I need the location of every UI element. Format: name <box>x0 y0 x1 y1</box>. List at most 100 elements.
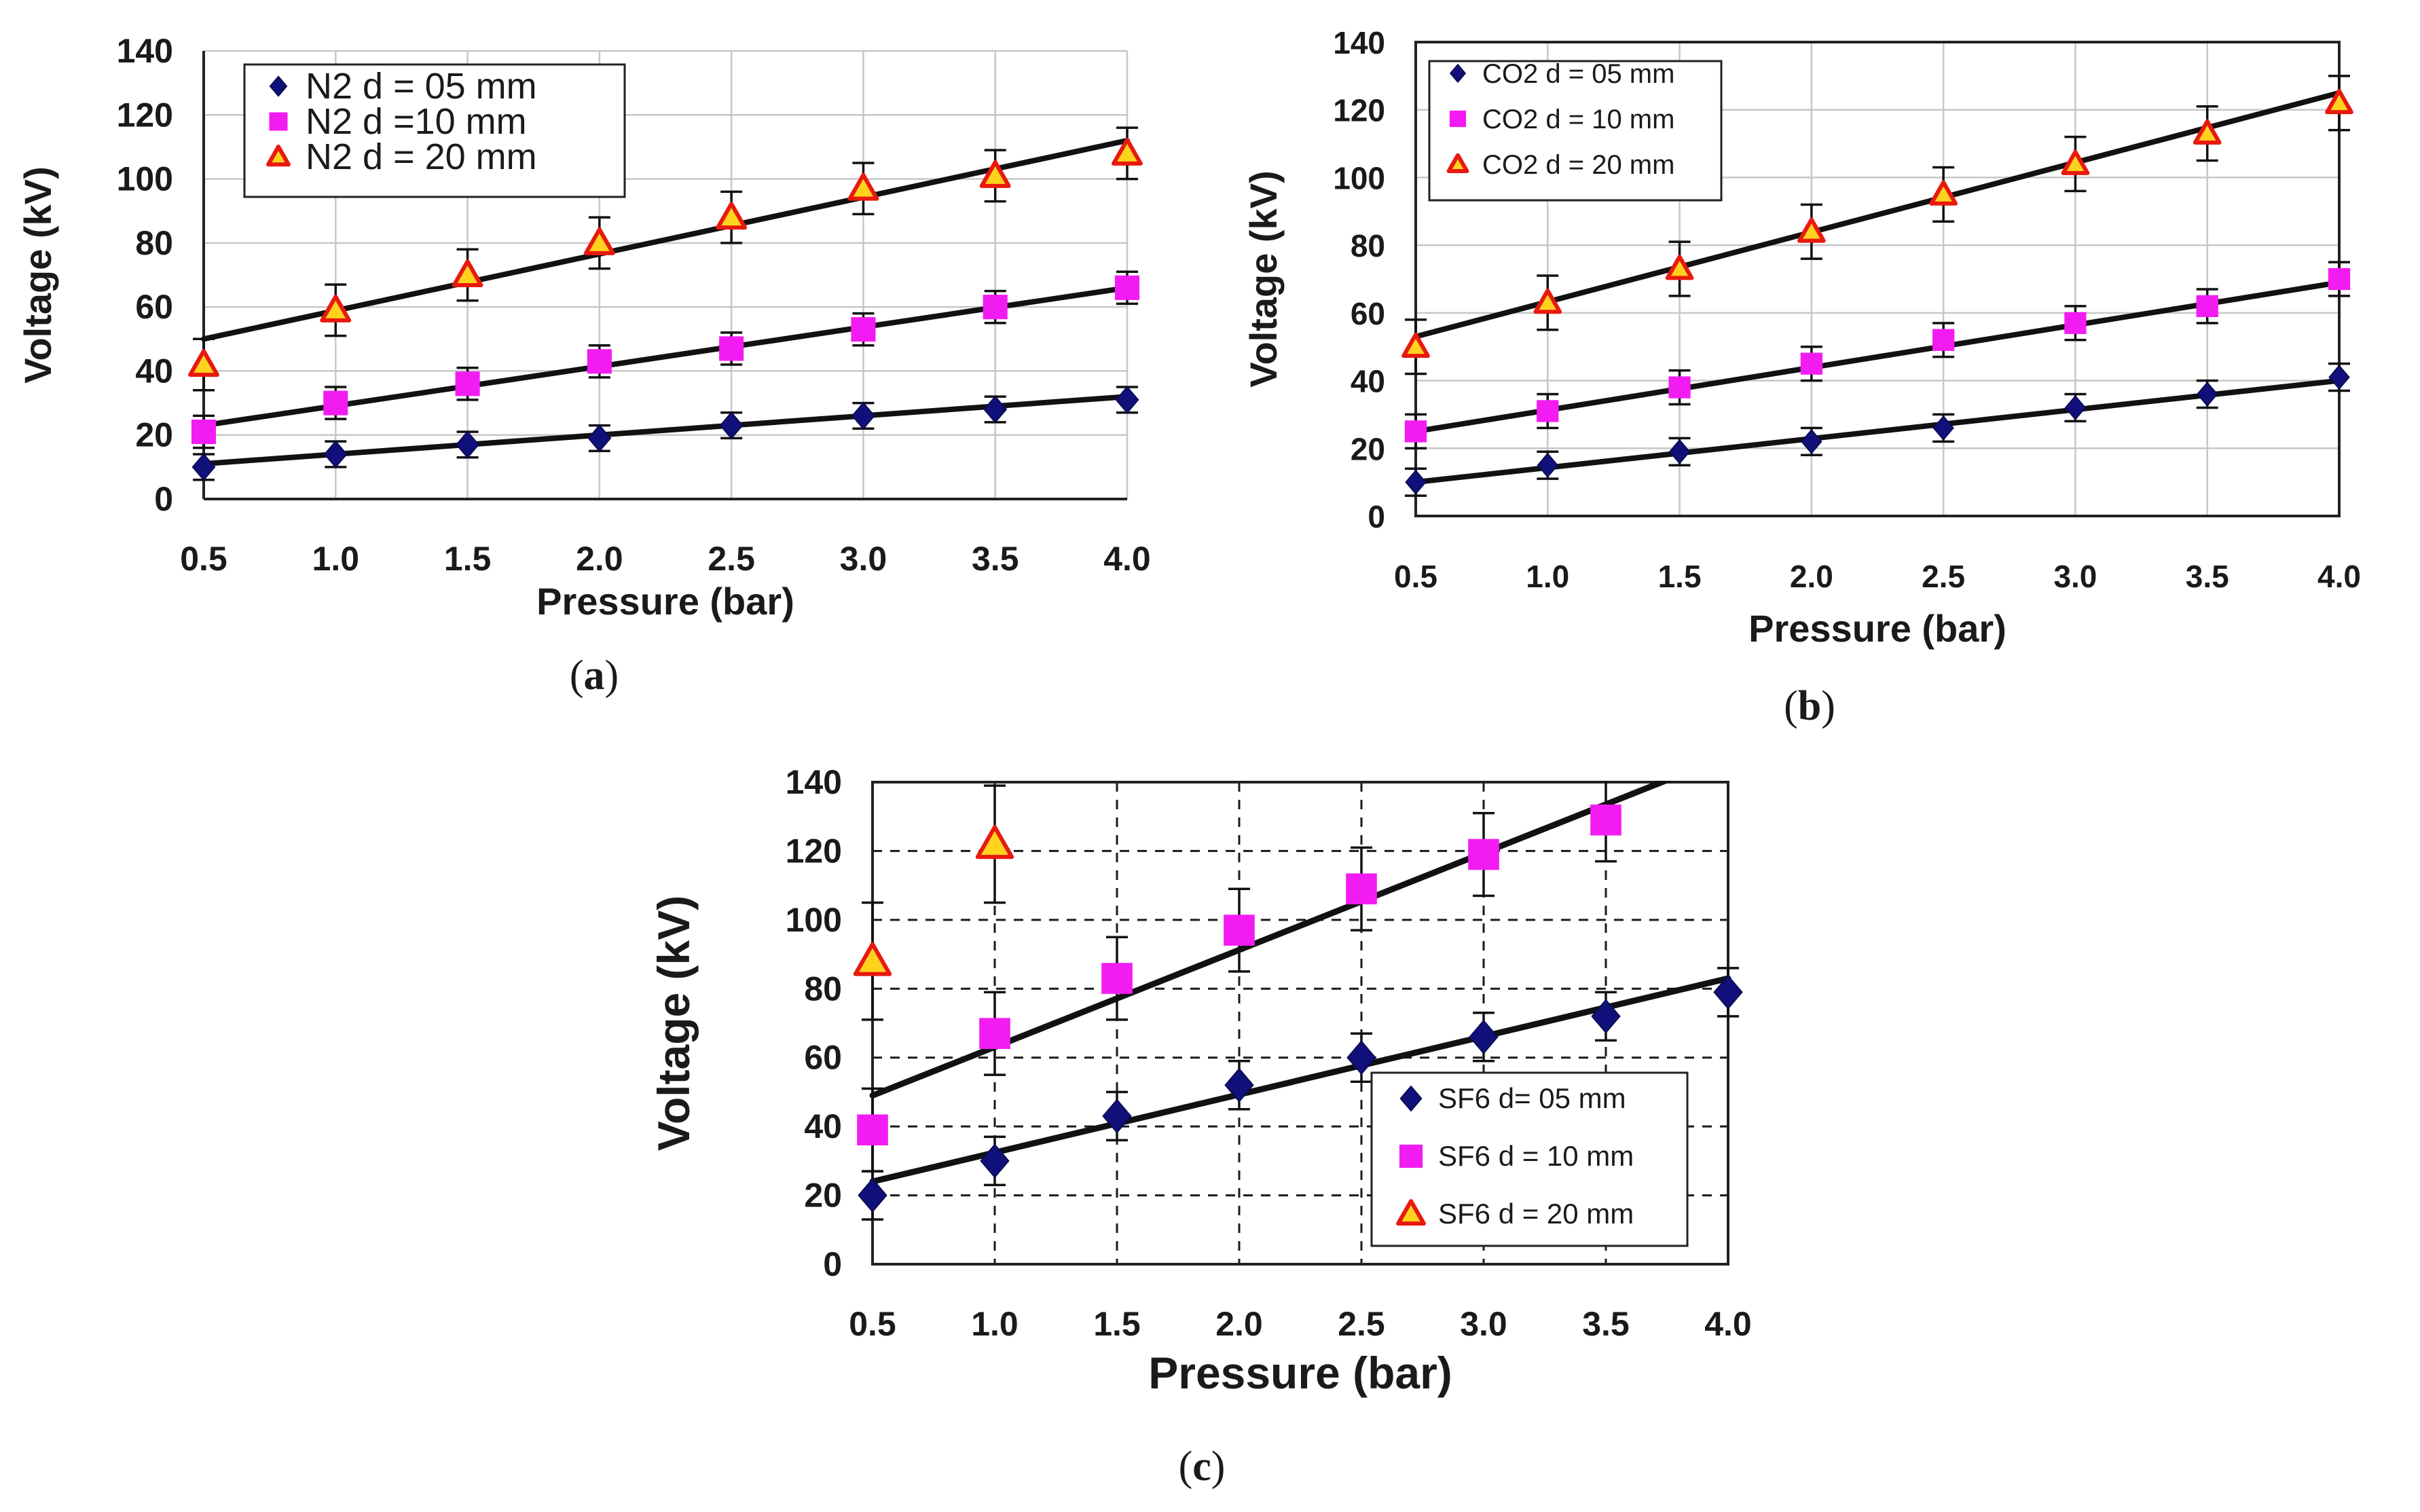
y-tick-label: 120 <box>117 96 173 134</box>
x-tick-label: 4.0 <box>1704 1305 1752 1343</box>
x-tick-label: 0.5 <box>1394 559 1437 594</box>
data-point <box>1114 275 1140 300</box>
x-tick-label: 3.5 <box>1582 1305 1630 1343</box>
x-tick-label: 2.5 <box>1922 559 1965 594</box>
data-point <box>323 390 348 416</box>
x-tick-label: 3.5 <box>2186 559 2229 594</box>
trend-line <box>1413 90 2342 339</box>
data-point <box>1713 974 1743 1010</box>
y-tick-label: 0 <box>1368 499 1385 534</box>
x-tick-label: 3.0 <box>2053 559 2097 594</box>
y-tick-label: 20 <box>135 416 173 454</box>
panel-label-paren-open: ( <box>570 652 584 699</box>
x-tick-label: 3.0 <box>840 540 887 578</box>
data-point <box>851 317 876 342</box>
y-axis-title: Voltage (kV) <box>648 896 699 1151</box>
data-point <box>2328 268 2351 291</box>
y-tick-label: 20 <box>1351 431 1385 466</box>
legend-entry: SF6 d = 10 mm <box>1438 1140 1634 1172</box>
data-point <box>1405 469 1427 495</box>
data-point <box>1668 376 1691 399</box>
data-point <box>1668 439 1691 464</box>
trend-line <box>869 975 1731 1185</box>
legend-marker <box>1399 1144 1423 1168</box>
x-tick-label: 2.5 <box>1338 1305 1385 1343</box>
data-point <box>1224 915 1255 946</box>
data-point <box>979 160 1011 188</box>
data-point <box>452 259 483 287</box>
data-point <box>979 1018 1010 1050</box>
data-point <box>1224 1067 1254 1103</box>
data-point <box>1932 415 1954 441</box>
y-tick-label: 40 <box>1351 364 1385 399</box>
x-tick-label: 2.0 <box>1790 559 1833 594</box>
y-tick-label: 40 <box>135 352 173 390</box>
data-point <box>2196 295 2218 318</box>
legend-entry: N2 d = 20 mm <box>306 136 537 177</box>
legend-entry: SF6 d= 05 mm <box>1438 1082 1626 1114</box>
x-tick-label: 4.0 <box>2317 559 2361 594</box>
data-point <box>851 401 875 430</box>
y-tick-label: 80 <box>1351 228 1385 263</box>
data-point <box>1468 838 1499 870</box>
data-point <box>1115 386 1139 414</box>
x-tick-label: 0.5 <box>849 1305 896 1343</box>
x-tick-label: 3.5 <box>972 540 1019 578</box>
data-point <box>1797 217 1826 243</box>
y-tick-label: 20 <box>804 1177 842 1215</box>
x-axis-title: Pressure (bar) <box>536 580 794 623</box>
legend-box <box>1370 1071 1689 1247</box>
legend: SF6 d= 05 mm SF6 d = 10 mm SF6 d = 20 mm <box>1370 1071 1689 1247</box>
trend-line <box>201 394 1130 467</box>
y-tick-label: 140 <box>786 763 842 801</box>
y-tick-label: 140 <box>1333 25 1385 60</box>
legend-marker <box>1449 110 1467 128</box>
y-tick-label: 80 <box>135 224 173 262</box>
data-point <box>719 336 744 361</box>
data-point <box>1112 137 1143 166</box>
panel-label-paren-close: ) <box>1211 1443 1226 1490</box>
data-point <box>1932 329 1955 351</box>
data-point <box>1102 1099 1132 1134</box>
y-axis-title: Voltage (kV) <box>16 166 59 383</box>
chart-panel-c: 0 20 40 60 80 100 120 140 0.5 1.0 1.5 2.0 2.5 3.0 3.5 4… <box>648 763 1752 1490</box>
data-point <box>853 942 892 976</box>
data-point <box>1469 1019 1499 1054</box>
panel-label-letter: c <box>1192 1443 1211 1490</box>
data-point <box>191 419 217 445</box>
data-point <box>323 440 348 468</box>
x-tick-label: 1.5 <box>1658 559 1702 594</box>
y-tick-label: 100 <box>117 160 173 198</box>
data-point <box>2064 312 2087 334</box>
x-tick-label: 1.0 <box>312 540 360 578</box>
legend-marker <box>1396 1199 1426 1226</box>
y-tick-label: 0 <box>823 1245 842 1283</box>
y-tick-label: 60 <box>1351 296 1385 331</box>
x-tick-label: 0.5 <box>180 540 227 578</box>
panel-label-paren-open: ( <box>1784 683 1798 729</box>
data-point <box>455 371 480 397</box>
data-point <box>1533 289 1562 314</box>
panel-label-paren-close: ) <box>1821 683 1835 729</box>
trend-line <box>1413 377 2342 485</box>
y-tick-label: 40 <box>804 1107 842 1145</box>
legend-marker <box>1446 153 1469 174</box>
data-point <box>983 295 1008 320</box>
plot-frame <box>871 781 1729 1266</box>
legend-marker <box>266 145 291 167</box>
data-point <box>1591 999 1621 1034</box>
legend: CO2 d = 05 mm CO2 d = 10 mm CO2 d = 20 mm <box>1428 59 1723 202</box>
x-axis-title: Pressure (bar) <box>1148 1348 1452 1398</box>
trend-line <box>201 138 1130 342</box>
y-tick-label: 120 <box>1333 93 1385 128</box>
legend-marker <box>269 75 288 97</box>
data-point <box>1401 332 1430 358</box>
y-tick-label: 100 <box>786 901 842 939</box>
data-point <box>1801 428 1822 454</box>
trend-line <box>1413 279 2342 435</box>
x-tick-label: 1.5 <box>444 540 492 578</box>
x-tick-label: 1.0 <box>1526 559 1569 594</box>
y-tick-label: 120 <box>786 832 842 870</box>
data-point <box>983 395 1008 424</box>
